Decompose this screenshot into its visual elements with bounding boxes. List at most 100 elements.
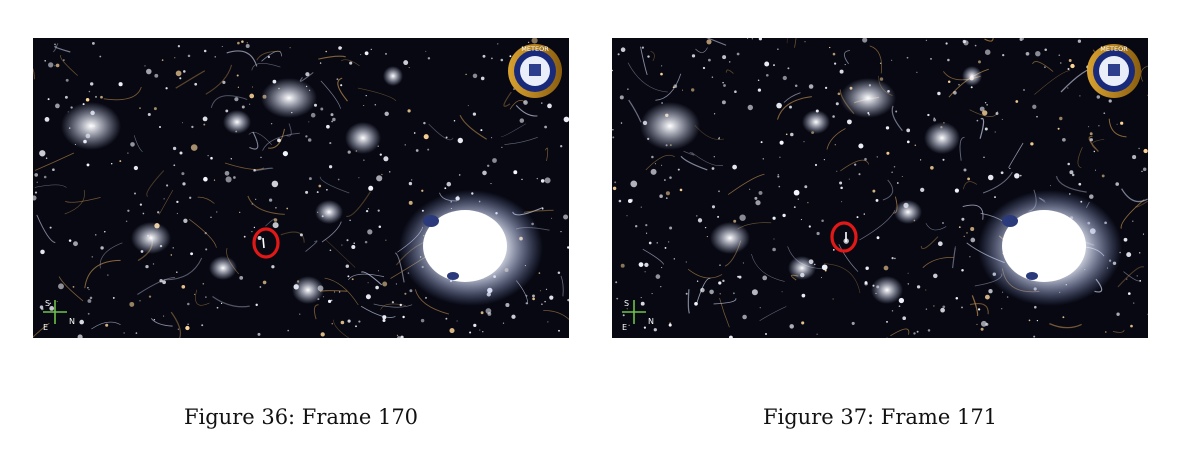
city-light <box>139 300 141 302</box>
city-light <box>112 296 115 299</box>
road-line <box>640 46 648 76</box>
city-light <box>983 156 985 158</box>
city-light <box>645 223 648 227</box>
city-light <box>937 241 943 247</box>
road-line <box>262 132 300 151</box>
city-light <box>54 43 56 46</box>
city-light <box>95 234 97 236</box>
city-light <box>1023 89 1025 91</box>
city-light <box>751 289 758 296</box>
city-light <box>34 191 38 194</box>
city-light <box>916 285 921 289</box>
city-light <box>987 174 994 181</box>
city-light <box>858 173 861 176</box>
city-light <box>781 291 783 293</box>
city-light <box>257 332 261 336</box>
city-light <box>919 159 922 161</box>
city-light <box>421 189 424 192</box>
city-light <box>1062 137 1066 142</box>
road-line <box>34 184 67 188</box>
city-light <box>89 296 93 300</box>
city-light <box>821 264 828 271</box>
city-light <box>722 55 727 60</box>
city-light <box>415 149 419 152</box>
city-light <box>747 104 753 111</box>
city-light <box>259 286 262 288</box>
city-light <box>700 287 705 293</box>
city-light <box>127 209 130 212</box>
city-light <box>837 92 841 96</box>
city-light <box>967 177 971 181</box>
city-light <box>685 292 688 295</box>
city-light <box>490 183 492 185</box>
city-light <box>614 181 617 184</box>
city-light <box>329 142 332 145</box>
city-light <box>1120 121 1124 125</box>
city-light <box>145 264 149 269</box>
city-light <box>777 48 779 50</box>
city-light <box>367 229 373 235</box>
city-light <box>63 59 65 61</box>
city-light <box>773 64 775 67</box>
city-light <box>44 60 46 62</box>
road-line <box>504 136 538 145</box>
city-light <box>204 231 207 235</box>
city-light <box>202 116 208 122</box>
city-light <box>793 189 800 196</box>
city-light <box>502 322 505 324</box>
city-light <box>338 46 342 50</box>
city-light <box>349 219 351 222</box>
city-light <box>446 181 452 187</box>
city-light <box>308 121 310 123</box>
city-light <box>648 241 652 245</box>
city-light <box>839 69 844 74</box>
city-light <box>182 182 186 186</box>
city-light <box>976 119 979 122</box>
road-line <box>280 231 305 243</box>
city-light <box>383 156 389 162</box>
city-light <box>181 284 186 289</box>
city-light <box>282 151 288 157</box>
road-line <box>60 54 78 76</box>
city-light <box>963 235 965 238</box>
road-line <box>319 176 350 194</box>
road-line <box>261 50 283 62</box>
city-light <box>404 292 407 295</box>
city-light <box>153 319 156 321</box>
city-light <box>277 138 281 143</box>
road-line <box>706 38 727 46</box>
compass-icon <box>622 300 646 324</box>
city-light <box>1009 167 1011 169</box>
city-light <box>100 246 104 250</box>
city-light <box>940 307 945 313</box>
city-light <box>299 313 301 315</box>
city-light <box>757 79 760 81</box>
city-light <box>733 219 737 223</box>
city-light <box>1096 95 1101 99</box>
city-light <box>782 213 786 218</box>
city-light <box>203 49 207 53</box>
city-light <box>241 105 245 109</box>
city-light <box>958 83 960 86</box>
road-line <box>33 67 35 80</box>
city-light <box>728 335 733 338</box>
city-light <box>340 320 345 325</box>
city-light <box>472 73 478 79</box>
city-light <box>622 314 625 317</box>
city-light <box>704 226 707 229</box>
city-light <box>914 144 917 147</box>
city-light <box>736 52 740 56</box>
city-light <box>225 176 232 183</box>
city-light <box>162 280 166 285</box>
city-light <box>1034 305 1037 309</box>
city-light <box>364 51 369 56</box>
city-light <box>1105 331 1107 333</box>
city-light <box>945 42 948 45</box>
city-light <box>974 44 977 47</box>
meteor-patch-logo: METEOR <box>1087 44 1141 98</box>
city-light <box>384 111 389 117</box>
city-light <box>916 330 919 333</box>
city-light <box>368 185 374 191</box>
city-light <box>834 144 836 146</box>
city-light <box>953 90 957 95</box>
